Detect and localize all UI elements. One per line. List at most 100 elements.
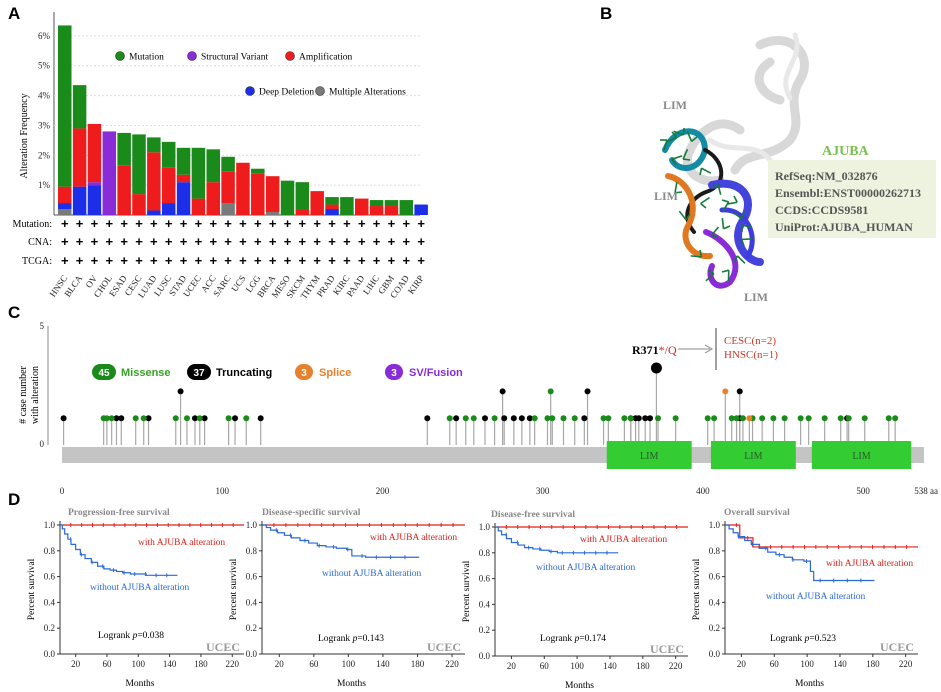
row-marker-hnsc: + (61, 253, 69, 268)
missense-lollipop-head (600, 415, 607, 422)
survival-ytick-label: 1.0 (44, 520, 56, 530)
panel-a-ytick-label: 6% (38, 31, 51, 41)
side-chain-stick (671, 155, 683, 161)
bar-stad-amplification (176, 174, 191, 183)
side-chain-stick (685, 213, 691, 221)
survival-ytick-label: 0.8 (709, 546, 721, 556)
missense-lollipop-head (462, 415, 469, 422)
missense-lollipop-head (621, 415, 628, 422)
side-chain-stick (690, 255, 702, 258)
missense-lollipop-head (728, 415, 735, 422)
protein-side-chains (660, 127, 753, 282)
legend-label-structural-variant: Structural Variant (201, 53, 268, 63)
survival-xtick-label: 60 (309, 659, 319, 669)
survival-ytick-label: 0.2 (44, 623, 55, 633)
panel-c-x-end-label: 538 aa (914, 486, 938, 496)
survival-xtick-label: 20 (737, 659, 747, 669)
survival-x-axis-label: Months (125, 679, 154, 689)
survival-xtick-label: 60 (770, 659, 780, 669)
survival-ytick-label: 1.0 (709, 520, 721, 530)
logrank-value: =0.038 (137, 631, 164, 641)
bar-paad-amplification (355, 198, 369, 215)
survival-xtick-label: 100 (132, 659, 146, 669)
side-chain-stick (705, 273, 715, 282)
survival-xtick-label: 220 (226, 659, 240, 669)
panel-c-ytick-5: 5 (40, 321, 45, 331)
side-chain-stick (733, 255, 738, 263)
side-chain-stick (710, 226, 720, 236)
legend-label-truncating: Truncating (216, 367, 272, 379)
bar-skcm-mutation (295, 182, 310, 210)
truncating-lollipop-head (635, 415, 642, 422)
panel-c-xtick-label: 400 (696, 486, 710, 496)
legend-without-alteration: without AJUBA alteration (90, 583, 189, 593)
survival-plot-2: Disease-specific survival 0.0 0.2 0.4 0.6 0.8… (229, 508, 465, 689)
legend-badge-sv-fusion (385, 364, 403, 380)
bar-stad-deep-deletion (176, 182, 191, 215)
row-marker-esad: + (120, 216, 128, 231)
ensembl-label: Ensembl:ENST00000262713 (775, 186, 921, 200)
legend-label-missense: Missense (121, 367, 171, 379)
bar-ov-amplification (87, 123, 102, 183)
row-marker-thym: + (313, 253, 321, 268)
side-chain-stick (691, 136, 698, 143)
truncating-lollipop-head (499, 388, 506, 395)
legend-dot-mutation (115, 51, 125, 61)
missense-lollipop-head (733, 415, 740, 422)
r371-note-cesc: CESC(n=2) (724, 335, 776, 347)
row-marker-ucs: + (239, 253, 247, 268)
row-marker-thym: + (313, 216, 321, 231)
survival-xtick-label: 140 (833, 659, 847, 669)
r371-label: R371*/Q (632, 343, 677, 357)
survival-x-axis-label: Months (565, 681, 594, 691)
logrank-prefix: Logrank (540, 634, 575, 644)
row-marker-blca: + (76, 234, 84, 249)
legend-badge-missense (92, 364, 116, 380)
row-marker-hnsc: + (61, 216, 69, 231)
legend-dot-amplification (285, 51, 295, 61)
side-chain-stick (736, 255, 746, 264)
missense-lollipop-head (759, 415, 766, 422)
panel-a-row-label-1: Mutation: (13, 219, 52, 230)
missense-lollipop-head (837, 415, 844, 422)
panel-a-ytick-label: 4% (38, 91, 51, 101)
side-chain-stick (671, 158, 677, 166)
survival-ytick-label: 0.4 (246, 597, 258, 607)
row-marker-cesc: + (135, 234, 143, 249)
row-marker-gbm: + (388, 216, 396, 231)
bar-brca-amplification (265, 176, 280, 213)
row-marker-luad: + (150, 253, 158, 268)
logrank-p: p (352, 634, 358, 644)
r371-head (650, 362, 662, 374)
side-chain-stick (678, 210, 687, 221)
row-marker-lusc: + (165, 216, 173, 231)
bar-esad-mutation (117, 132, 131, 166)
survival-curve-without-alteration (262, 524, 420, 558)
row-marker-gbm: + (388, 253, 396, 268)
legend-with-alteration: with AJUBA alteration (826, 559, 913, 569)
row-marker-skcm: + (299, 216, 307, 231)
legend-label-deep-deletion: Deep Deletion (259, 88, 314, 98)
row-marker-ucec: + (195, 253, 203, 268)
survival-curve-without-alteration (725, 524, 875, 582)
row-marker-lgg: + (254, 253, 262, 268)
splice-lollipop-head (746, 415, 753, 422)
survival-ytick-label: 1.0 (479, 522, 491, 532)
side-chain-stick (726, 201, 738, 205)
row-marker-brca: + (269, 253, 277, 268)
logrank-value: =0.174 (579, 634, 606, 644)
row-marker-prad: + (328, 216, 336, 231)
lim-domain-1 (606, 441, 692, 469)
legend-count-splice: 3 (301, 368, 307, 379)
row-marker-lihc: + (373, 216, 381, 231)
survival-ytick-label: 0.2 (479, 625, 490, 635)
legend-with-alteration: with AJUBA alteration (370, 533, 457, 543)
truncating-lollipop-head (424, 415, 431, 422)
missense-lollipop-head (821, 415, 828, 422)
side-chain-stick (663, 139, 668, 151)
bar-cesc-amplification (132, 194, 146, 215)
row-marker-acc: + (209, 216, 217, 231)
row-marker-blca: + (76, 216, 84, 231)
survival-ytick-label: 0.6 (709, 572, 721, 582)
survival-ytick-label: 0.6 (246, 572, 258, 582)
